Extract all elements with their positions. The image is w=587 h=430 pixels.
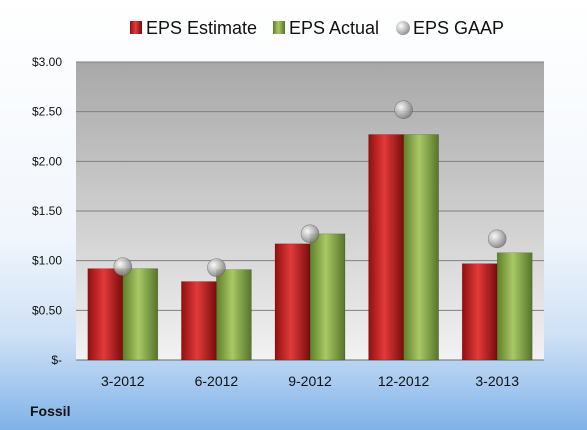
x-tick-label: 12-2012	[378, 373, 430, 389]
y-tick-labels: $- $0.50 $1.00 $1.50 $2.00 $2.50 $3.00	[32, 55, 62, 367]
point-eps-gaap	[487, 229, 507, 249]
bar-eps-estimate	[181, 281, 217, 361]
x-tick-label: 9-2012	[288, 373, 332, 389]
legend-swatch	[396, 21, 410, 35]
legend-label: EPS Estimate	[146, 18, 257, 38]
point-eps-gaap	[394, 100, 413, 119]
x-tick-label: 3-2013	[475, 373, 519, 389]
legend-eps-estimate: EPS Estimate	[130, 18, 257, 38]
bar-layer	[87, 134, 533, 361]
bar-eps-estimate	[461, 263, 498, 361]
point-eps-gaap	[207, 258, 226, 277]
y-tick-label: $3.00	[32, 55, 62, 69]
x-tick-label: 6-2012	[195, 373, 239, 389]
y-tick-label: $2.00	[32, 154, 62, 168]
y-tick-label: $2.50	[32, 105, 62, 119]
legend-swatch	[273, 21, 285, 34]
legend: EPS Estimate EPS Actual EPS GAAP	[130, 18, 504, 38]
legend-eps-actual: EPS Actual	[273, 18, 379, 38]
x-tick-label: 3-2012	[101, 373, 145, 389]
point-eps-gaap	[300, 224, 320, 244]
legend-label: EPS GAAP	[413, 18, 504, 38]
bar-eps-actual	[122, 268, 159, 361]
bar-eps-estimate	[274, 243, 311, 361]
x-tick-labels: 3-2012 6-2012 9-2012 12-2012 3-2013	[101, 373, 519, 389]
bar-eps-actual	[216, 269, 252, 361]
bar-eps-actual	[309, 233, 346, 361]
bar-eps-estimate	[368, 134, 404, 361]
bar-eps-actual	[403, 134, 439, 361]
y-tick-label: $1.50	[32, 204, 62, 218]
y-tick-label: $0.50	[32, 303, 62, 317]
chart-title: Fossil	[30, 403, 70, 419]
point-layer	[113, 100, 507, 277]
legend-swatch	[130, 21, 142, 34]
y-tick-label: $-	[51, 353, 62, 367]
y-tick-label: $1.00	[32, 254, 62, 268]
bar-eps-actual	[496, 252, 533, 361]
point-eps-gaap	[113, 257, 133, 276]
legend-eps-gaap: EPS GAAP	[396, 18, 504, 38]
legend-label: EPS Actual	[289, 18, 379, 38]
bar-eps-estimate	[87, 268, 124, 361]
